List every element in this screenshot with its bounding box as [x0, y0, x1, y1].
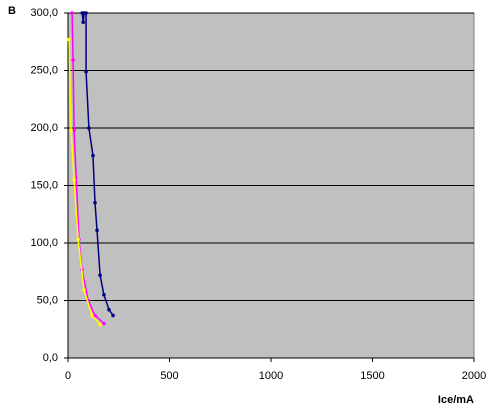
x-axis-title: Ice/mA [438, 394, 474, 406]
panel-label: B [8, 5, 16, 17]
data-point [72, 177, 76, 182]
data-point [84, 69, 88, 74]
data-point [87, 126, 91, 130]
y-tick-label: 50,0 [37, 294, 58, 306]
data-point [91, 153, 95, 158]
data-point [72, 128, 76, 133]
data-point [102, 321, 106, 326]
y-tick-label: 150,0 [30, 179, 58, 191]
y-tick-label: 200,0 [30, 122, 58, 134]
data-point [82, 288, 86, 292]
data-point [71, 58, 75, 62]
x-tick-label: 500 [160, 370, 178, 382]
data-point [98, 322, 102, 327]
data-point [111, 313, 115, 318]
data-point [90, 313, 94, 318]
y-tick-label: 300,0 [30, 7, 58, 19]
data-point [76, 237, 80, 242]
data-point [98, 273, 102, 278]
x-tick-label: 2000 [462, 370, 486, 382]
x-tick-label: 1000 [259, 370, 283, 382]
data-point [107, 307, 111, 312]
y-tick-label: 0,0 [43, 352, 58, 364]
x-tick-label: 1500 [360, 370, 384, 382]
data-point [70, 11, 74, 15]
x-tick-label: 0 [65, 370, 71, 382]
data-point [93, 200, 97, 205]
y-tick-label: 250,0 [30, 64, 58, 76]
data-point [69, 128, 73, 133]
data-point [93, 313, 97, 318]
data-point [81, 20, 86, 25]
data-point [95, 228, 99, 233]
data-point [102, 292, 106, 297]
y-tick-label: 100,0 [30, 237, 58, 249]
data-point [67, 37, 71, 42]
data-point [84, 11, 88, 15]
